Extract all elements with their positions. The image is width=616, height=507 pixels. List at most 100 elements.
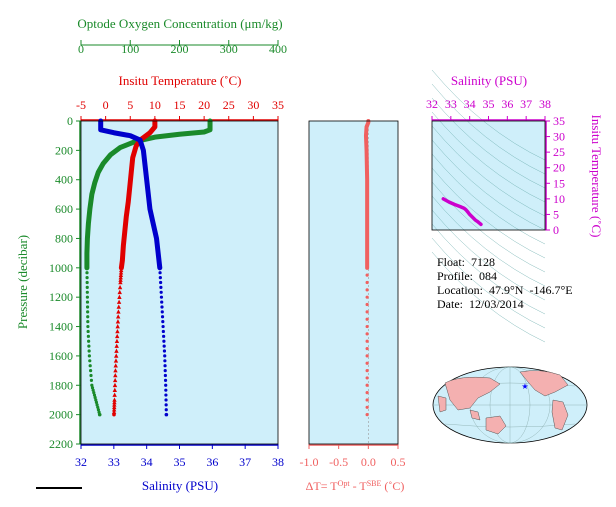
temperature-axis-title: Insitu Temperature (˚C) — [118, 73, 241, 88]
ts-series — [441, 197, 483, 227]
ts-salinity-title: Salinity (PSU) — [451, 73, 527, 88]
data-point-salinity — [160, 315, 165, 319]
pressure-tick-label: 2000 — [49, 408, 73, 422]
data-point-temperature — [116, 304, 121, 309]
data-point-temperature — [114, 338, 120, 344]
delta-data-point — [365, 339, 369, 343]
delta-tick-label: 0.0 — [361, 455, 376, 469]
data-point-oxygen — [87, 344, 91, 348]
temperature-tick-label: 5 — [127, 98, 133, 112]
data-point-salinity — [164, 403, 168, 407]
salinity-tick-label: 33 — [108, 455, 120, 469]
data-point-oxygen — [96, 405, 100, 409]
temperature-tick-label: 15 — [174, 98, 186, 112]
data-point-salinity — [158, 271, 162, 275]
isopycnal-line — [431, 167, 546, 259]
data-point-temperature — [119, 267, 124, 273]
ts-temp-tick-label: 20 — [553, 161, 565, 175]
world-map: ★ — [432, 366, 588, 444]
salinity-tick-label: 32 — [75, 455, 87, 469]
temperature-tick-label: -5 — [76, 98, 86, 112]
delta-data-point — [365, 266, 369, 270]
ts-temp-tick-label: 0 — [553, 223, 559, 237]
delta-data-point — [365, 413, 369, 417]
data-point-salinity — [161, 324, 165, 329]
delta-panel: -1.0 -0.5 0.0 0.5 ΔT= TOpt - TSBE (˚C) — [300, 119, 406, 493]
isopycnal-line — [431, 195, 546, 287]
series-line-temperature — [118, 118, 158, 271]
data-point-temperature — [112, 387, 118, 392]
isopycnal-line — [431, 209, 546, 301]
float-id: Float: 7128 — [437, 255, 496, 269]
data-point-oxygen — [89, 368, 93, 373]
data-point-temperature — [113, 372, 118, 378]
ts-salinity-tick-label: 37 — [520, 97, 532, 111]
data-point-oxygen — [85, 290, 89, 294]
map-continents — [437, 370, 569, 435]
data-point-temperature — [118, 272, 124, 277]
pressure-axis-title: Pressure (decibar) — [15, 235, 30, 329]
pressure-tick-label: 400 — [55, 173, 73, 187]
data-point-salinity — [160, 310, 164, 314]
footer-mark — [36, 487, 82, 489]
data-point-salinity — [163, 378, 168, 382]
delta-series — [363, 119, 371, 417]
data-point-temperature — [118, 280, 123, 285]
data-point-salinity — [164, 412, 169, 417]
data-point-oxygen — [89, 378, 94, 382]
oxygen-axis-title: Optode Oxygen Concentration (μm/kg) — [77, 16, 282, 31]
salinity-tick-label: 34 — [141, 455, 153, 469]
ts-salinity-tick-label: 38 — [539, 97, 551, 111]
delta-data-point — [365, 383, 369, 387]
data-point-temperature — [118, 275, 123, 280]
data-point-temperature — [119, 265, 124, 270]
data-point-temperature — [114, 348, 119, 353]
delta-data-point — [365, 295, 369, 299]
data-point-temperature — [115, 314, 121, 319]
series-line-oxygen — [84, 118, 213, 271]
data-point-oxygen — [87, 354, 91, 358]
data-point-salinity — [164, 398, 168, 402]
delta-tick-label: -1.0 — [300, 455, 319, 469]
data-point-salinity — [159, 290, 163, 294]
isopycnal-line — [431, 153, 546, 245]
pressure-tick-label: 200 — [55, 143, 73, 157]
delta-data-point — [365, 376, 369, 380]
data-point-salinity — [162, 334, 166, 338]
data-point-oxygen — [85, 280, 89, 285]
data-point-temperature — [118, 277, 123, 282]
series-line-salinity — [98, 118, 163, 271]
pressure-tick-label: 1200 — [49, 290, 73, 304]
delta-data-point — [365, 368, 369, 373]
data-point-temperature — [116, 299, 122, 304]
main-series — [84, 118, 213, 417]
data-point-temperature — [117, 294, 122, 299]
pressure-tick-label: 1800 — [49, 378, 73, 392]
ts-salinity-tick-label: 32 — [426, 97, 438, 111]
data-point-salinity — [161, 320, 165, 324]
data-point-temperature — [113, 363, 118, 368]
delta-data-point — [365, 405, 369, 409]
data-point-temperature — [115, 319, 121, 324]
data-point-oxygen — [86, 320, 90, 324]
data-point-temperature — [116, 309, 121, 314]
data-point-salinity — [164, 388, 168, 392]
profile-number: Profile: 084 — [437, 269, 497, 283]
oxygen-tick-label: 400 — [269, 42, 287, 56]
data-point-temperature — [112, 382, 118, 388]
data-point-salinity — [162, 339, 166, 343]
isopycnal-line — [431, 97, 546, 189]
delta-data-point — [365, 398, 369, 402]
data-point-salinity — [159, 295, 164, 299]
data-point-oxygen — [91, 388, 95, 392]
data-point-salinity — [158, 276, 162, 280]
main-plot-background — [81, 121, 278, 444]
date: Date: 12/03/2014 — [437, 297, 524, 311]
data-point-oxygen — [90, 386, 95, 390]
salinity-tick-label: 36 — [206, 455, 218, 469]
oxygen-tick-label: 0 — [78, 42, 84, 56]
data-point-temperature — [111, 407, 117, 412]
pressure-tick-label: 600 — [55, 202, 73, 216]
